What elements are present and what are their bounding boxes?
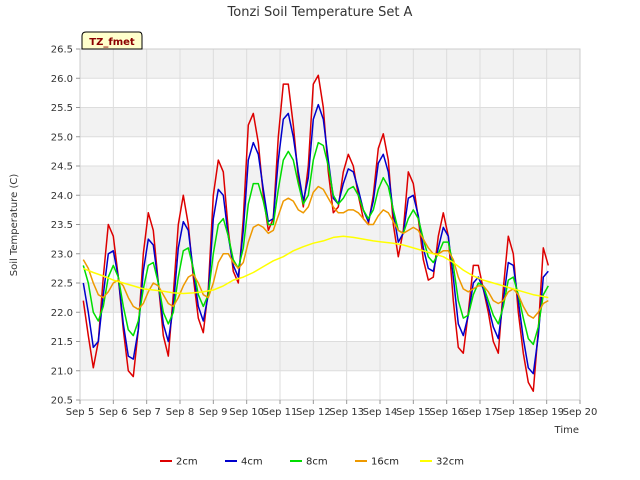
- x-tick-label: Sep 20: [563, 407, 598, 418]
- y-tick-label: 21.5: [51, 337, 73, 348]
- series-line-8cm: [82, 141, 549, 346]
- tag-box: TZ_fmet: [81, 31, 143, 50]
- background-band: [80, 78, 580, 108]
- tag-background: [81, 31, 143, 50]
- y-tick-label: 25.0: [51, 132, 73, 143]
- y-tick-label: 26.5: [51, 45, 73, 56]
- x-tick-label: Sep 16: [429, 407, 464, 418]
- x-tick-label: Sep 5: [66, 407, 94, 418]
- background-band: [80, 195, 580, 225]
- chart-title: Tonzi Soil Temperature Set A: [227, 5, 413, 20]
- y-tick-label: 25.5: [51, 103, 73, 114]
- y-tick-label: 24.5: [51, 162, 73, 173]
- series-line-32cm: [83, 235, 549, 299]
- series-layer: [82, 74, 550, 392]
- legend-label-4cm: 4cm: [241, 457, 263, 468]
- x-tick-label: Sep 15: [396, 407, 431, 418]
- background-band: [80, 107, 580, 137]
- x-tick-label: Sep 13: [329, 407, 364, 418]
- y-tick-label: 22.5: [51, 279, 73, 290]
- y-tick-label: 22.0: [51, 308, 73, 319]
- x-tick-label: Sep 11: [263, 407, 298, 418]
- y-axis: 20.5 21.0 21.5 22.0 22.5 23.0 23.5 24.0 24.5 25.0…: [51, 45, 80, 407]
- x-tick-label: Sep 10: [229, 407, 264, 418]
- x-tick-label: Sep 9: [199, 407, 227, 418]
- y-tick-label: 23.5: [51, 220, 73, 231]
- x-tick-label: Sep 17: [463, 407, 498, 418]
- grid: [79, 48, 581, 401]
- y-tick-label: 23.0: [51, 249, 73, 260]
- y-axis-label: Soil Temperature (C): [9, 174, 20, 277]
- background-band: [80, 370, 580, 400]
- series-line-4cm: [82, 103, 549, 375]
- x-tick-label: Sep 12: [296, 407, 331, 418]
- legend-label-8cm: 8cm: [306, 457, 328, 468]
- legend-label-16cm: 16cm: [371, 457, 399, 468]
- y-tick-label: 20.5: [51, 396, 73, 407]
- x-tick-label: Sep 6: [99, 407, 127, 418]
- background-band: [80, 136, 580, 166]
- tag-label: TZ_fmet: [89, 37, 135, 48]
- background-band: [80, 283, 580, 313]
- x-tick-label: Sep 14: [363, 407, 398, 418]
- y-tick-label: 21.0: [51, 366, 73, 377]
- x-tick-label: Sep 18: [496, 407, 531, 418]
- legend: 2cm 4cm 8cm 16cm 32cm: [160, 457, 464, 468]
- x-tick-label: Sep 8: [166, 407, 194, 418]
- y-tick-label: 24.0: [51, 191, 73, 202]
- x-tick-label: Sep 7: [132, 407, 160, 418]
- legend-label-2cm: 2cm: [176, 457, 198, 468]
- background-band: [80, 312, 580, 342]
- background-band: [80, 49, 580, 79]
- background-band: [80, 341, 580, 371]
- x-axis-label: Time: [554, 425, 579, 436]
- background-band: [80, 253, 580, 283]
- x-tick-label: Sep 19: [529, 407, 564, 418]
- legend-label-32cm: 32cm: [436, 457, 464, 468]
- y-tick-label: 26.0: [51, 74, 73, 85]
